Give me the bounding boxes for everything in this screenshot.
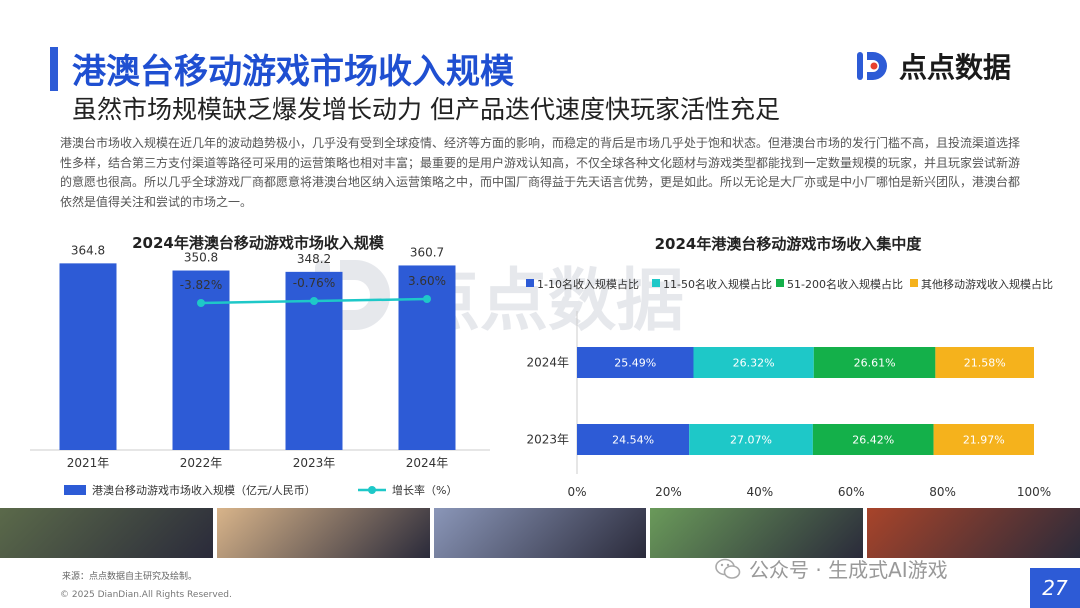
x-tick-label-1: 2022年 xyxy=(180,456,223,470)
legend-label-0: 1-10名收入规模占比 xyxy=(537,277,639,291)
legend-label-growth: 增长率（%） xyxy=(392,483,457,497)
segment-label-1-2: 26.42% xyxy=(852,434,894,447)
diandian-logo-icon xyxy=(857,52,887,80)
growth-point-1 xyxy=(197,299,205,307)
x-tick-label-5: 100% xyxy=(1017,485,1051,499)
game-screenshot-0 xyxy=(0,508,213,558)
segment-label-0-0: 25.49% xyxy=(614,357,656,370)
logo-text: 点点数据 xyxy=(899,51,1012,84)
x-tick-label-2: 2023年 xyxy=(293,456,336,470)
wechat-text: 公众号 · 生成式AI游戏 xyxy=(749,558,948,582)
segment-1-3 xyxy=(933,424,1034,455)
segment-0-0 xyxy=(577,347,694,378)
bar-1 xyxy=(172,270,230,450)
game-screenshot-3 xyxy=(650,508,864,558)
segment-0-1 xyxy=(693,347,814,378)
segment-1-1 xyxy=(689,424,813,455)
segment-1-2 xyxy=(812,424,934,455)
segment-0-2 xyxy=(813,347,936,378)
bar-value-label-2: 348.2 xyxy=(297,252,331,266)
title-accent-bar xyxy=(50,47,58,91)
wechat-icon xyxy=(715,558,741,579)
legend-swatch-0 xyxy=(526,279,534,287)
bar-3 xyxy=(398,265,456,450)
x-tick-label-3: 60% xyxy=(838,485,865,499)
legend-swatch-2 xyxy=(776,279,784,287)
legend-label-3: 其他移动游戏收入规模占比 xyxy=(921,277,1053,291)
x-tick-label-0: 2021年 xyxy=(67,456,110,470)
game-screenshot-4 xyxy=(867,508,1080,558)
page-title: 港澳台移动游戏市场收入规模 xyxy=(72,52,514,92)
growth-label-3: 3.60% xyxy=(408,274,446,288)
segment-label-1-0: 24.54% xyxy=(612,434,654,447)
y-tick-label-0: 2024年 xyxy=(526,356,569,370)
legend-label-1: 11-50名收入规模占比 xyxy=(663,277,772,291)
legend-swatch-revenue xyxy=(64,485,86,495)
segment-label-1-3: 21.97% xyxy=(963,434,1005,447)
y-tick-label-1: 2023年 xyxy=(526,433,569,447)
x-tick-label-1: 20% xyxy=(655,485,682,499)
wechat-account: 公众号 · 生成式AI游戏 xyxy=(715,554,948,583)
segment-label-0-1: 26.32% xyxy=(733,357,775,370)
copyright: © 2025 DianDian.All Rights Reserved. xyxy=(60,590,232,600)
chart-title: 2024年港澳台移动游戏市场收入规模 xyxy=(132,234,385,252)
concentration-chart: 2024年港澳台移动游戏市场收入集中度 1-10名收入规模占比 11-50名收入规模… xyxy=(526,235,1053,499)
bar-value-label-0: 364.8 xyxy=(71,243,105,257)
segment-0-3 xyxy=(935,347,1034,378)
game-screenshot-1 xyxy=(216,508,430,558)
x-tick-label-0: 0% xyxy=(567,485,586,499)
x-tick-label-2: 40% xyxy=(746,485,773,499)
game-screenshot-2 xyxy=(433,508,647,558)
growth-label-1: -3.82% xyxy=(180,278,222,292)
brand-logo: 点点数据 xyxy=(855,46,1011,86)
legend-label-revenue: 港澳台移动游戏市场收入规模（亿元/人民币） xyxy=(92,483,316,497)
page-subtitle: 虽然市场规模缺乏爆发增长动力 但产品迭代速度快玩家活性充足 xyxy=(72,95,780,124)
chart-title: 2024年港澳台移动游戏市场收入集中度 xyxy=(655,235,923,253)
description-text: 港澳台市场收入规模在近几年的波动趋势极小，几乎没有受到全球疫情、经济等方面的影响… xyxy=(60,136,1021,209)
bar-value-label-3: 360.7 xyxy=(410,245,444,259)
source-note: 来源：点点数据自主研究及绘制。 xyxy=(62,572,198,582)
legend-swatch-1 xyxy=(652,279,660,287)
legend-label-2: 51-200名收入规模占比 xyxy=(787,277,903,291)
segment-label-0-2: 26.61% xyxy=(854,357,896,370)
game-screenshot-strip xyxy=(0,508,1080,558)
segment-label-1-1: 27.07% xyxy=(730,434,772,447)
x-tick-label-3: 2024年 xyxy=(406,456,449,470)
growth-point-3 xyxy=(423,295,431,303)
segment-1-0 xyxy=(577,424,690,455)
bar-0 xyxy=(59,263,117,450)
legend-swatch-3 xyxy=(910,279,918,287)
bar-value-label-1: 350.8 xyxy=(184,251,218,265)
legend-swatch-growth-point xyxy=(368,486,376,494)
x-tick-label-4: 80% xyxy=(929,485,956,499)
growth-point-2 xyxy=(310,297,318,305)
segment-label-0-3: 21.58% xyxy=(964,357,1006,370)
revenue-chart: 2024年港澳台移动游戏市场收入规模 364.8 2021年 350.8 2022年 34… xyxy=(30,234,490,497)
growth-label-2: -0.76% xyxy=(293,276,335,290)
page-number: 27 xyxy=(1030,568,1080,608)
